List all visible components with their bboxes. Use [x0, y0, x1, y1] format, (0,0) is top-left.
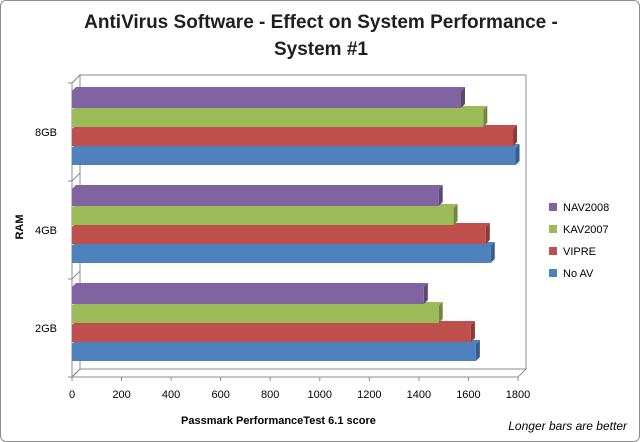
bar — [72, 144, 520, 165]
bar-top-face — [72, 185, 443, 189]
chart-title-line-1: AntiVirus Software - Effect on System Pe… — [84, 12, 558, 33]
bar-end-face — [438, 185, 443, 206]
bar-front-face — [72, 306, 439, 323]
x-tick-labels: 0 200 400 600 800 1000 1200 1400 1600 1800 — [69, 377, 530, 401]
legend-item: NAV2008 — [549, 202, 609, 214]
bar-end-face — [483, 106, 488, 127]
bar-front-face — [72, 227, 486, 244]
floor — [70, 368, 528, 378]
bar — [72, 125, 518, 146]
legend-swatch — [549, 269, 557, 277]
side-wall-divider — [71, 368, 81, 378]
x-tick-label: 800 — [261, 389, 279, 401]
y-tick-label: 8GB — [35, 127, 57, 139]
bar-front-face — [72, 148, 516, 165]
legend-label: KAV2007 — [563, 224, 609, 236]
y-tick-label: 2GB — [35, 323, 57, 335]
bar-end-face — [490, 242, 495, 263]
bar-end-face — [438, 302, 443, 323]
x-axis-title: Passmark PerformanceTest 6.1 score — [181, 415, 376, 427]
side-wall-divider — [71, 270, 81, 280]
legend-item: KAV2007 — [549, 224, 609, 236]
bar-end-face — [475, 340, 480, 361]
x-tick-label: 1400 — [407, 389, 431, 401]
legend-label: NAV2008 — [563, 202, 609, 214]
legend-label: No AV — [563, 268, 594, 280]
x-tick-label: 0 — [69, 389, 75, 401]
legend-swatch — [549, 225, 557, 233]
x-tick-label: 1600 — [456, 389, 480, 401]
x-tick-label: 200 — [112, 389, 130, 401]
bar-front-face — [72, 129, 514, 146]
back-wall-edge — [80, 74, 527, 369]
legend-item: VIPRE — [549, 246, 596, 258]
bar-front-face — [72, 344, 476, 361]
bar — [72, 321, 475, 342]
bar — [72, 302, 443, 323]
bar — [72, 106, 488, 127]
bar-end-face — [423, 283, 428, 304]
bar-front-face — [72, 189, 439, 206]
bar-front-face — [72, 246, 491, 263]
bar-front-face — [72, 91, 462, 108]
bar-front-face — [72, 325, 471, 342]
bar — [72, 283, 428, 304]
legend-swatch — [549, 247, 557, 255]
legend-item: No AV — [549, 268, 594, 280]
side-wall-divider — [71, 74, 81, 84]
bar — [72, 87, 466, 108]
x-tick-label: 1200 — [357, 389, 381, 401]
bar — [72, 340, 480, 361]
bar-end-face — [453, 204, 458, 225]
legend-label: VIPRE — [563, 246, 596, 258]
bar-end-face — [515, 144, 520, 165]
legend-swatch — [549, 203, 557, 211]
y-tick-labels: 2GB 4GB 8GB — [35, 127, 57, 335]
bar-end-face — [461, 87, 466, 108]
x-tick-label: 400 — [162, 389, 180, 401]
bar-front-face — [72, 208, 454, 225]
bar — [72, 242, 495, 263]
chart-title-line-2: System #1 — [273, 39, 368, 60]
y-axis-title: RAM — [14, 214, 26, 239]
bar-end-face — [485, 223, 490, 244]
footnote: Longer bars are better — [508, 419, 627, 433]
y-tick-label: 4GB — [35, 225, 57, 237]
chart-title: AntiVirus Software - Effect on System Pe… — [41, 9, 601, 63]
x-tick-label: 600 — [211, 389, 229, 401]
x-tick-label: 1000 — [308, 389, 332, 401]
bar — [72, 185, 443, 206]
x-tick-label: 1800 — [506, 389, 530, 401]
legend: NAV2008 KAV2007 VIPRE No AV — [549, 202, 609, 280]
bar-top-face — [72, 87, 466, 91]
side-wall-divider — [71, 172, 81, 182]
bar-top-face — [72, 283, 428, 287]
bar-end-face — [470, 321, 475, 342]
bar-front-face — [72, 287, 424, 304]
bar — [72, 223, 490, 244]
bars — [72, 87, 520, 361]
bar — [72, 204, 458, 225]
bar-front-face — [72, 110, 484, 127]
bar-end-face — [513, 125, 518, 146]
